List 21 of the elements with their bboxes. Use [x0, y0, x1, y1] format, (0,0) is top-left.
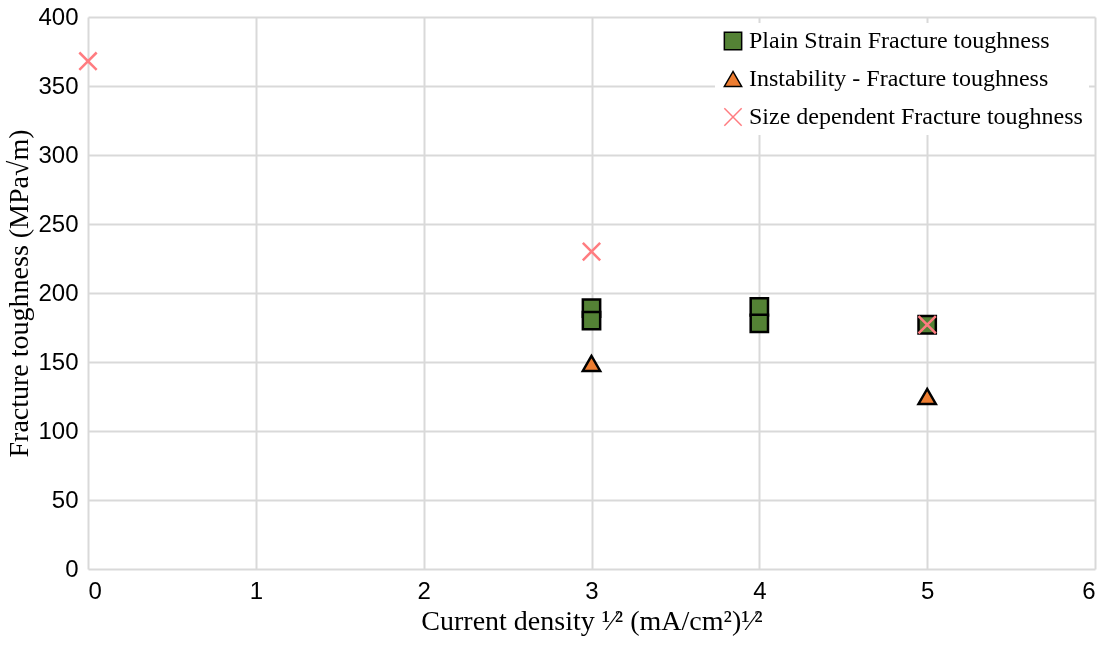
- x-tick-label: 2: [417, 576, 431, 604]
- y-tick-label: 200: [38, 278, 79, 306]
- x-tick-label: 3: [585, 576, 599, 604]
- y-tick-label: 300: [38, 140, 79, 168]
- y-axis-title: Fracture toughness (MPa√m): [3, 129, 35, 458]
- x-tick-label: 6: [1082, 576, 1096, 604]
- legend-label: Instability - Fracture toughness: [749, 65, 1049, 91]
- legend-label: Size dependent Fracture toughness: [749, 103, 1083, 129]
- x-tick-label: 0: [88, 576, 102, 604]
- y-tick-label: 250: [38, 209, 79, 237]
- y-tick-label: 150: [38, 347, 79, 375]
- y-tick-label: 0: [65, 554, 79, 582]
- y-tick-label: 50: [51, 485, 79, 513]
- x-axis-title: Current density ¹⁄² (mA/cm²)¹⁄²: [421, 604, 763, 636]
- y-tick-label: 350: [38, 71, 79, 99]
- x-tick-label: 1: [249, 576, 264, 604]
- y-tick-label: 400: [38, 2, 79, 30]
- y-tick-label: 100: [38, 416, 79, 444]
- x-tick-label: 5: [920, 576, 935, 604]
- legend-label: Plain Strain Fracture toughness: [749, 27, 1050, 53]
- x-tick-label: 4: [753, 576, 767, 604]
